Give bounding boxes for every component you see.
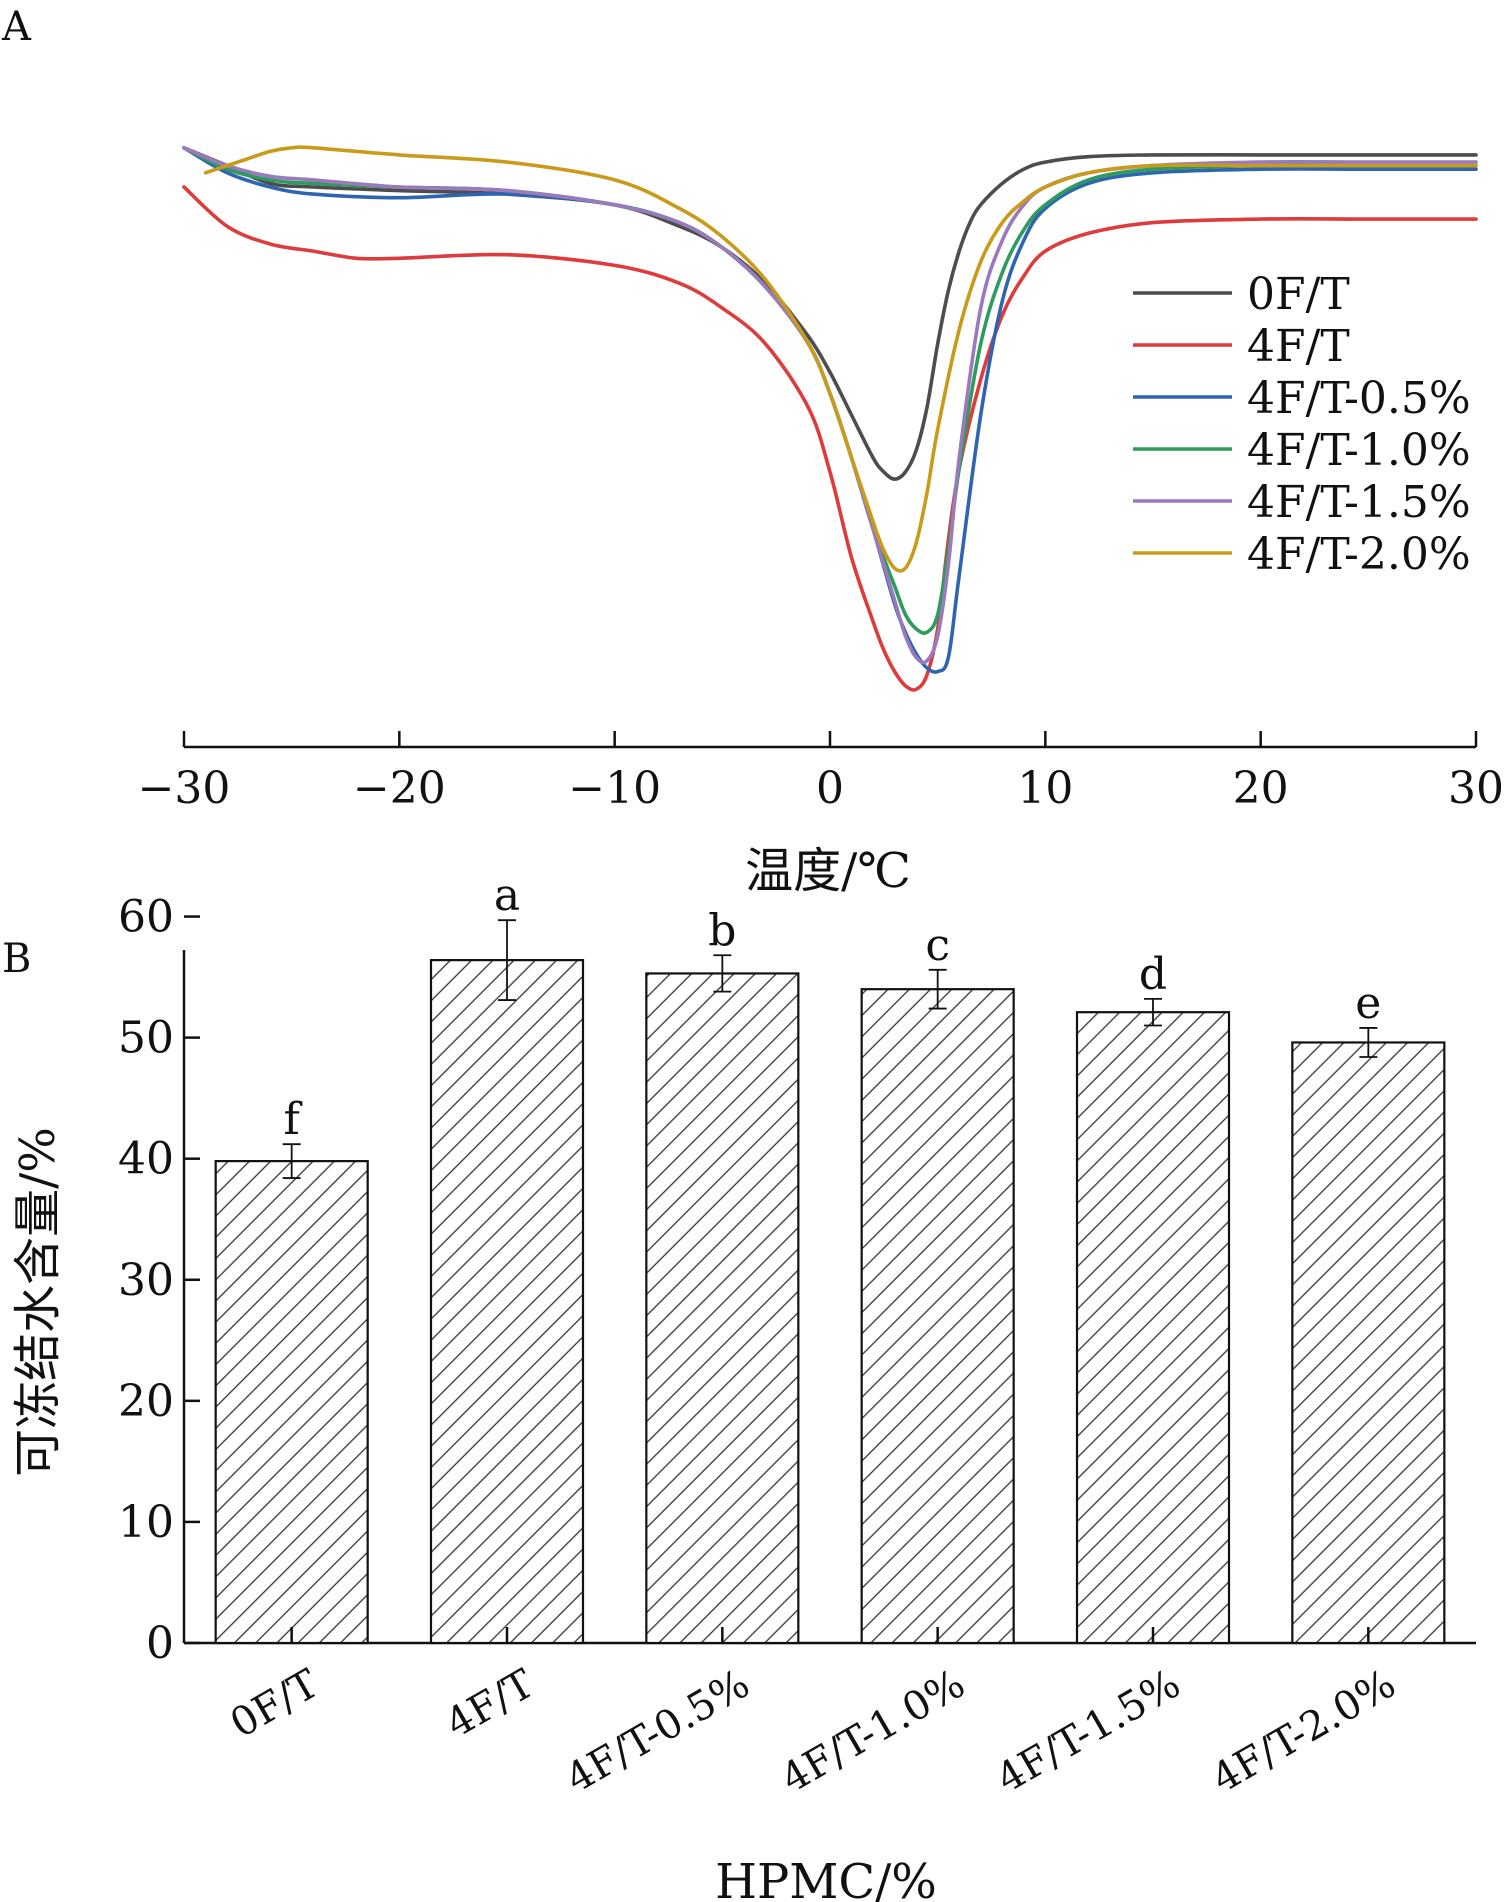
panel-b-y-tick-label: 10 [118, 1497, 174, 1548]
panel-b-y-tick-label: 50 [118, 1013, 174, 1064]
panel-b-y-tick-label: 20 [118, 1376, 174, 1427]
bar [1075, 1011, 1231, 1645]
legend-label: 4F/T-1.5% [1247, 477, 1471, 528]
series-line-6 [203, 145, 1478, 573]
bar [860, 988, 1015, 1645]
panel-b-x-ticks: 0F/T 4F/T 4F/T-0.5% 4F/T-1.0% 4F/T-1.5% 4F/T-… [223, 1627, 1403, 1803]
panel-b-y-tick-label: 0 [146, 1618, 174, 1669]
significance-letter: a [494, 870, 520, 921]
bar [645, 972, 800, 1645]
panel-b-y-ticks: 0 10 20 30 40 50 60 [118, 892, 200, 1669]
panel-a-x-tick-label: −30 [138, 763, 231, 814]
panel-a-x-tick-label: −20 [353, 763, 446, 814]
series-line-2 [182, 185, 1478, 692]
bar [214, 1160, 369, 1645]
legend-label: 4F/T [1247, 321, 1350, 372]
panel-a-x-ticks: −30 −20 −10 0 10 20 30 [138, 731, 1504, 814]
panel-a: A −30 −20 −10 0 10 20 30 0F/T4F/T4F/T-0.5%4F/T… [1, 4, 1504, 899]
legend-label: 4F/T-0.5% [1247, 373, 1471, 424]
significance-letter: e [1355, 978, 1381, 1029]
category-label: 0F/T [223, 1661, 327, 1748]
category-label: 4F/T-0.5% [558, 1661, 757, 1803]
significance-letter: c [925, 920, 950, 971]
panel-a-letter: A [1, 4, 32, 50]
panel-b-bars: f a b c d e [214, 870, 1446, 1645]
panel-b-y-axis-title: 可冻结水含量/% [10, 1127, 66, 1477]
category-label: 4F/T-1.5% [989, 1661, 1188, 1803]
legend-label: 4F/T-1.0% [1247, 425, 1471, 476]
legend-label: 0F/T [1247, 269, 1350, 320]
panel-a-x-tick-label: 10 [1017, 763, 1073, 814]
panel-a-x-tick-label: 20 [1233, 763, 1289, 814]
panel-a-x-axis-title: 温度/℃ [745, 843, 911, 899]
panel-b-letter: B [2, 936, 31, 982]
panel-b-y-tick-label: 40 [118, 1134, 174, 1185]
panel-b-x-axis-title: HPMC/% [715, 1854, 937, 1902]
category-label: 4F/T-2.0% [1204, 1661, 1403, 1803]
bar [1291, 1041, 1446, 1645]
bar [429, 959, 585, 1645]
legend-label: 4F/T-2.0% [1247, 529, 1471, 580]
category-label: 4F/T-1.0% [774, 1661, 973, 1803]
significance-letter: f [284, 1094, 303, 1145]
panel-a-x-tick-label: −10 [568, 763, 661, 814]
significance-letter: d [1139, 949, 1167, 1000]
panel-a-x-tick-label: 0 [816, 763, 844, 814]
panel-b: B 0 10 20 30 40 50 60 f a b c d e 0F/T 4F/T 4F/T-0.5%… [2, 870, 1476, 1902]
panel-b-y-tick-label: 30 [118, 1255, 174, 1306]
panel-a-curves [182, 145, 1478, 692]
panel-a-legend: 0F/T4F/T4F/T-0.5%4F/T-1.0%4F/T-1.5%4F/T-… [1133, 269, 1471, 580]
panel-a-x-tick-label: 30 [1448, 763, 1504, 814]
significance-letter: b [708, 905, 736, 956]
panel-b-y-tick-label: 60 [118, 892, 174, 943]
category-label: 4F/T [438, 1661, 542, 1748]
